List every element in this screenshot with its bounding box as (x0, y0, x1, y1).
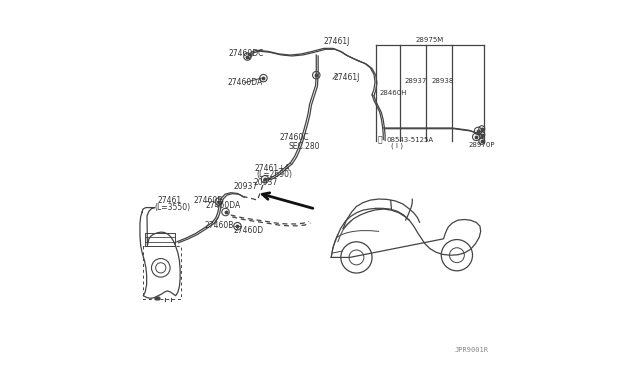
Text: 27461J: 27461J (324, 37, 350, 46)
Text: 27460B: 27460B (205, 221, 234, 230)
Text: SEC.280: SEC.280 (289, 142, 320, 151)
Text: (L=2690): (L=2690) (256, 170, 292, 179)
Text: Ⓢ: Ⓢ (378, 135, 383, 144)
Text: 27461: 27461 (157, 196, 181, 205)
Text: 08543-5125A: 08543-5125A (386, 137, 433, 142)
Text: ( I ): ( I ) (390, 142, 403, 149)
Text: 27461J: 27461J (333, 73, 360, 82)
Text: 20937: 20937 (234, 182, 258, 191)
Text: 28460H: 28460H (380, 90, 407, 96)
Text: 28938: 28938 (431, 78, 454, 84)
Text: 27460DA: 27460DA (228, 78, 263, 87)
Text: 20937: 20937 (253, 178, 277, 187)
Text: 28975M: 28975M (415, 37, 444, 43)
Text: 27460DA: 27460DA (205, 201, 241, 210)
Text: 27460E: 27460E (193, 196, 223, 205)
Text: 28970P: 28970P (468, 142, 495, 148)
Text: (L=3550): (L=3550) (154, 203, 191, 212)
Text: 27460D: 27460D (234, 226, 264, 235)
Text: 27460C: 27460C (279, 133, 308, 142)
Text: 27461+A: 27461+A (255, 164, 291, 173)
Text: 28937: 28937 (405, 78, 427, 84)
Text: 27460DC: 27460DC (229, 49, 264, 58)
Text: JPR9001R: JPR9001R (454, 347, 489, 353)
